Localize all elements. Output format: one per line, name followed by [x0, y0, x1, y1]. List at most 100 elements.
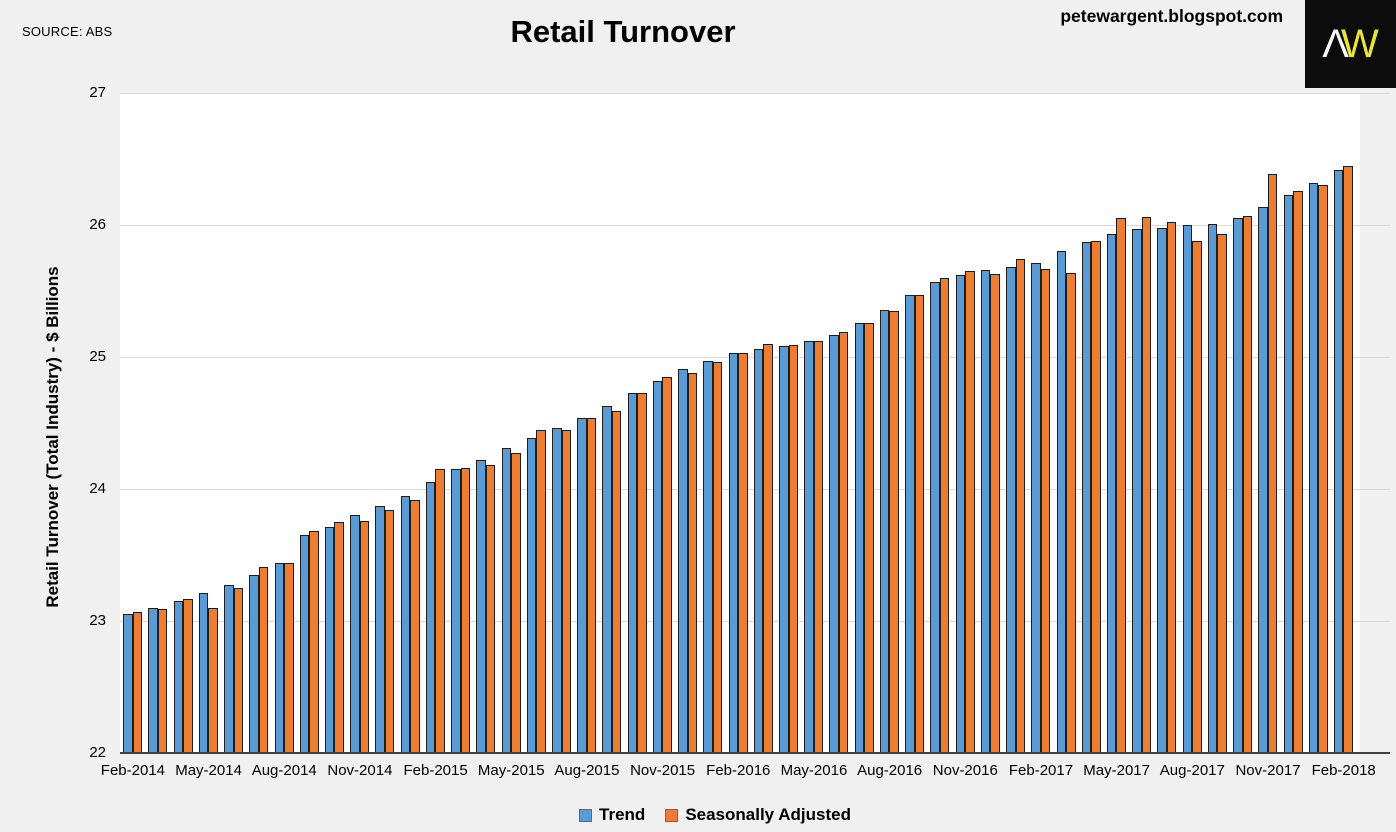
x-tick-Aug-2016: Aug-2016	[857, 762, 923, 779]
bar-seasonally-adjusted-Oct-2015	[637, 392, 647, 753]
bar-trend-Aug-2016	[879, 309, 890, 753]
x-tick-May-2014: May-2014	[175, 762, 242, 779]
bar-trend-Feb-2017	[1031, 263, 1041, 753]
bar-trend-May-2016	[804, 341, 814, 753]
bar-trend-Mar-2015	[451, 469, 461, 753]
bar-trend-Jan-2018	[1308, 182, 1319, 753]
bar-trend-Jun-2017	[1132, 229, 1142, 753]
legend-item-seasonally-adjusted: Seasonally Adjusted	[665, 805, 851, 825]
x-tick-Nov-2017: Nov-2017	[1235, 762, 1301, 779]
bar-seasonally-adjusted-May-2016	[813, 341, 824, 753]
bar-trend-Jul-2014	[249, 574, 259, 753]
bar-trend-Nov-2014	[350, 515, 360, 753]
x-tick-May-2016: May-2016	[780, 762, 848, 779]
bar-trend-Jun-2015	[526, 437, 537, 753]
bar-seasonally-adjusted-Sep-2017	[1217, 234, 1227, 753]
bar-seasonally-adjusted-Dec-2014	[384, 510, 395, 753]
bar-trend-Oct-2014	[324, 527, 335, 753]
bar-seasonally-adjusted-Dec-2016	[990, 273, 1000, 753]
bar-seasonally-adjusted-May-2014	[208, 607, 218, 753]
bar-seasonally-adjusted-May-2017	[1116, 218, 1126, 753]
bar-seasonally-adjusted-Aug-2016	[889, 310, 899, 753]
aw-logo: Λ W	[1305, 0, 1396, 88]
y-tick-23: 23	[89, 612, 106, 629]
source-label: SOURCE: ABS	[22, 24, 113, 39]
bar-seasonally-adjusted-Jul-2016	[864, 322, 874, 753]
y-tick-27: 27	[89, 84, 106, 101]
bar-trend-Jul-2017	[1157, 227, 1167, 753]
x-tick-Nov-2014: Nov-2014	[327, 762, 393, 779]
bar-trend-Oct-2015	[627, 392, 638, 753]
bar-seasonally-adjusted-Sep-2016	[914, 295, 925, 753]
y-axis: 22 23 24 25 26 27	[0, 84, 112, 761]
bar-seasonally-adjusted-Jun-2015	[536, 429, 546, 753]
x-tick-Feb-2017: Feb-2017	[1008, 762, 1074, 779]
bar-trend-Dec-2014	[375, 506, 385, 753]
x-tick-Nov-2016: Nov-2016	[932, 762, 998, 779]
bar-trend-Dec-2016	[980, 269, 991, 753]
bar-seasonally-adjusted-Jan-2017	[1015, 259, 1026, 753]
bar-trend-May-2014	[198, 593, 209, 753]
x-tick-May-2015: May-2015	[477, 762, 545, 779]
bar-trend-Mar-2016	[753, 349, 764, 753]
bar-seasonally-adjusted-Dec-2017	[1293, 190, 1303, 753]
x-axis-labels: Feb-2014 May-2014 Aug-2014 Nov-2014 Feb-2015…	[101, 762, 1376, 786]
x-tick-Feb-2016: Feb-2016	[706, 762, 771, 779]
bar-trend-Feb-2016	[728, 353, 739, 753]
watermark-url: petewargent.blogspot.com	[1060, 6, 1283, 26]
trend-legend-label: Trend	[599, 805, 646, 824]
bar-seasonally-adjusted-Aug-2014	[284, 562, 294, 753]
bar-trend-Oct-2017	[1233, 218, 1243, 753]
seasonally-adjusted-swatch	[665, 808, 679, 822]
bar-seasonally-adjusted-Nov-2015	[662, 376, 672, 753]
bar-seasonally-adjusted-Jan-2015	[410, 499, 420, 753]
legend-item-trend: Trend	[579, 805, 645, 825]
y-tick-22: 22	[89, 744, 106, 761]
bar-seasonally-adjusted-Apr-2017	[1091, 240, 1101, 753]
bar-trend-Nov-2017	[1258, 206, 1268, 753]
bar-seasonally-adjusted-Dec-2015	[687, 372, 698, 753]
bar-trend-Dec-2017	[1283, 194, 1294, 753]
bar-trend-May-2017	[1106, 234, 1117, 753]
bar-trend-Apr-2015	[476, 460, 486, 753]
trend-swatch	[579, 808, 593, 822]
bar-seasonally-adjusted-Mar-2017	[1066, 272, 1076, 753]
bar-trend-Aug-2014	[274, 562, 285, 753]
bar-trend-Jul-2015	[552, 428, 562, 753]
bar-seasonally-adjusted-Jan-2018	[1318, 185, 1328, 753]
bar-trend-Feb-2018	[1333, 169, 1344, 753]
bar-seasonally-adjusted-Mar-2015	[460, 467, 471, 753]
bar-seasonally-adjusted-Jun-2017	[1141, 217, 1152, 753]
bar-seasonally-adjusted-Feb-2015	[435, 469, 445, 753]
bar-seasonally-adjusted-Apr-2014	[183, 598, 193, 753]
x-tick-Nov-2015: Nov-2015	[630, 762, 696, 779]
bar-seasonally-adjusted-Feb-2016	[738, 353, 748, 753]
bar-seasonally-adjusted-Sep-2014	[309, 531, 319, 753]
bar-seasonally-adjusted-Oct-2016	[939, 277, 950, 753]
bar-trend-Apr-2016	[779, 346, 789, 753]
bar-seasonally-adjusted-Nov-2016	[965, 271, 975, 753]
bar-trend-Mar-2014	[148, 607, 158, 753]
bar-trend-Nov-2015	[652, 380, 663, 753]
bar-trend-Mar-2017	[1056, 251, 1066, 753]
gridline-27	[120, 93, 1390, 94]
bar-seasonally-adjusted-Jul-2017	[1166, 222, 1177, 753]
plot-area	[120, 93, 1390, 753]
bar-seasonally-adjusted-Jul-2015	[561, 429, 572, 753]
x-tick-May-2017: May-2017	[1083, 762, 1150, 779]
seasonally-adjusted-legend-label: Seasonally Adjusted	[685, 805, 851, 824]
bar-trend-Sep-2015	[602, 405, 612, 753]
bar-trend-Jun-2014	[224, 585, 234, 753]
bar-trend-Sep-2017	[1207, 223, 1218, 753]
y-tick-25: 25	[89, 348, 106, 365]
bar-trend-Nov-2016	[955, 275, 966, 753]
bar-seasonally-adjusted-Sep-2015	[611, 411, 622, 753]
bar-seasonally-adjusted-Nov-2014	[359, 520, 370, 753]
bar-trend-Feb-2015	[425, 482, 436, 753]
bar-seasonally-adjusted-Jun-2016	[838, 331, 849, 753]
bar-trend-Jan-2017	[1006, 267, 1016, 753]
bar-seasonally-adjusted-Mar-2014	[157, 609, 168, 753]
bar-seasonally-adjusted-Oct-2014	[334, 522, 344, 753]
x-tick-Feb-2014: Feb-2014	[100, 762, 166, 779]
bar-seasonally-adjusted-Aug-2017	[1192, 240, 1202, 753]
